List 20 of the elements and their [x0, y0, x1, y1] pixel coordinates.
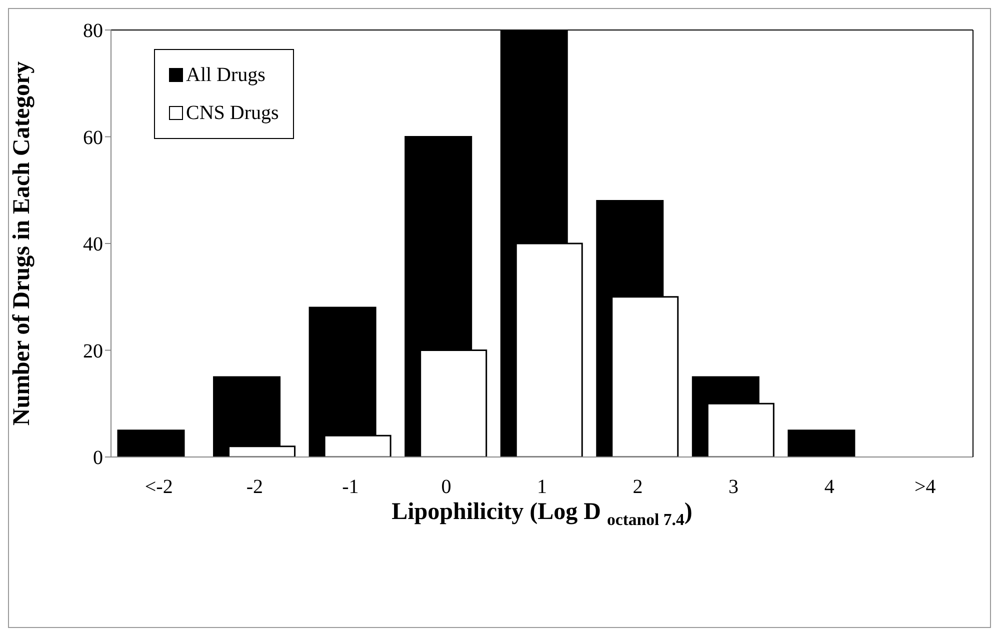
x-tick-label: 4: [824, 476, 834, 498]
y-tick-label: 0: [93, 447, 103, 470]
x-tick-label: <-2: [144, 476, 173, 498]
x-tick-label: 0: [441, 476, 452, 498]
bar: [788, 430, 856, 457]
y-axis-title: Number of Drugs in Each Category: [9, 61, 35, 426]
y-tick-label: 80: [83, 20, 103, 42]
x-tick-label: 3: [728, 476, 739, 498]
y-tick-label: 60: [83, 126, 103, 149]
x-tick-label: -1: [342, 476, 359, 498]
x-tick-label: 1: [537, 476, 547, 498]
x-tick-label: -2: [246, 476, 264, 498]
bar: [117, 430, 185, 457]
legend-label: All Drugs: [186, 63, 266, 88]
legend-label: CNS Drugs: [186, 101, 279, 126]
y-tick-label: 20: [83, 340, 103, 362]
y-tick-label: 40: [83, 234, 103, 256]
x-axis-title: Lipophilicity (Log D $_{octanol 7.4}$): [392, 499, 692, 529]
x-tick-label: 2: [632, 476, 643, 498]
x-tick-label: >4: [914, 476, 936, 498]
